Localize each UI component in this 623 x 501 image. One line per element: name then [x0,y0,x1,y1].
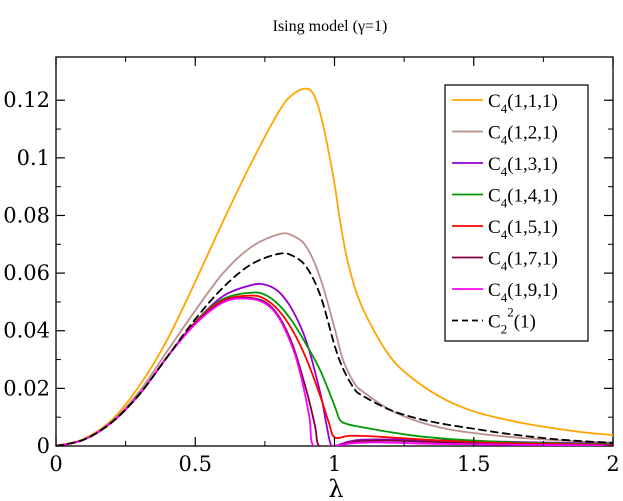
legend-label: C4(1,4,1) [488,186,558,211]
chart-title: Ising model (γ=1) [273,18,388,35]
y-tick-label: 0 [37,434,50,458]
legend-box [444,84,589,342]
series-line-1 [56,87,613,446]
legend-label: C4(1,5,1) [488,217,558,242]
x-tick-label: 0 [49,452,62,476]
x-tick-label: 1.5 [457,452,490,476]
y-axis: 0 0.02 0.04 0.06 0.08 0.1 0.12 [3,88,613,458]
legend-label: C4(1,2,1) [488,123,558,148]
y-tick-label: 0.08 [3,203,50,227]
legend: C4(1,1,1) C4(1,2,1) C4(1,3,1) C4(1,4,1) C4(1… [444,84,589,342]
curves [56,87,613,446]
x-tick-label: 1 [328,452,341,476]
legend-label: C4(1,9,1) [488,280,558,305]
y-tick-label: 0.1 [17,146,50,170]
series-line-2 [56,232,613,446]
legend-label: C22(1) [488,305,536,337]
x-axis: 0 0.5 1 1.5 2 [49,57,620,476]
x-axis-label: λ [328,475,343,501]
y-tick-label: 0.12 [3,88,50,112]
legend-label: C4(1,3,1) [488,154,558,179]
y-tick-label: 0.04 [3,319,50,343]
y-tick-label: 0.02 [3,376,50,400]
x-tick-label: 2 [606,452,619,476]
x-tick-label: 0.5 [179,452,212,476]
series-line-8 [56,252,613,446]
legend-label: C4(1,7,1) [488,249,558,274]
plot-area: 0 0.5 1 1.5 2 0 0.02 0.04 0.06 0.08 0.1 0.12 [3,56,620,476]
y-tick-label: 0.06 [3,261,50,285]
legend-label: C4(1,1,1) [488,91,558,116]
